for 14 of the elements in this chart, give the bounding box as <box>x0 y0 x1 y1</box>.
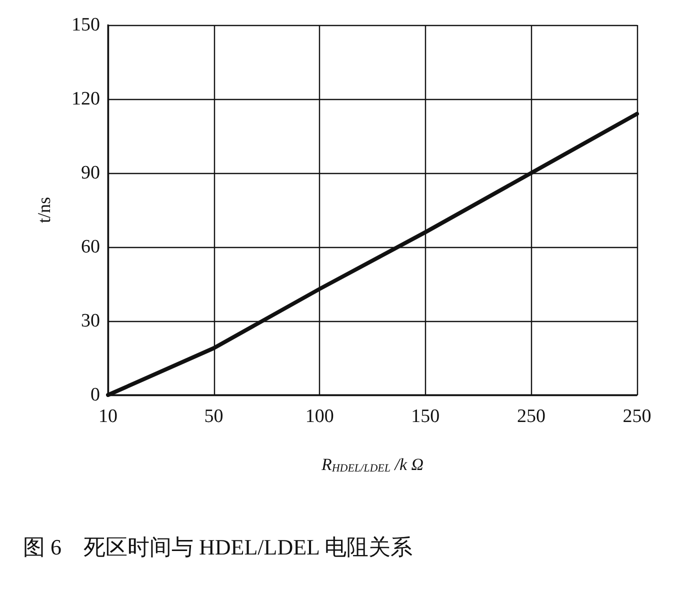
y-tick-label: 60 <box>81 236 100 258</box>
x-tick-label: 150 <box>411 406 440 427</box>
y-tick-label: 30 <box>81 310 100 332</box>
y-tick-label: 0 <box>90 384 100 406</box>
x-tick-label: 250 <box>516 406 546 427</box>
x-tick-label: 10 <box>98 406 118 427</box>
y-axis-title: t/ns <box>34 196 54 224</box>
y-tick-label: 120 <box>72 88 100 110</box>
text: 图 6 死区时间与 HDEL/LDEL 电阻关系 <box>23 534 413 560</box>
y-tick-label: 90 <box>81 162 100 184</box>
y-tick-label: 150 <box>72 14 100 36</box>
x-tick-label: 250 <box>622 406 652 427</box>
x-tick-label: 100 <box>305 406 334 427</box>
x-tick-label: 50 <box>204 406 224 427</box>
